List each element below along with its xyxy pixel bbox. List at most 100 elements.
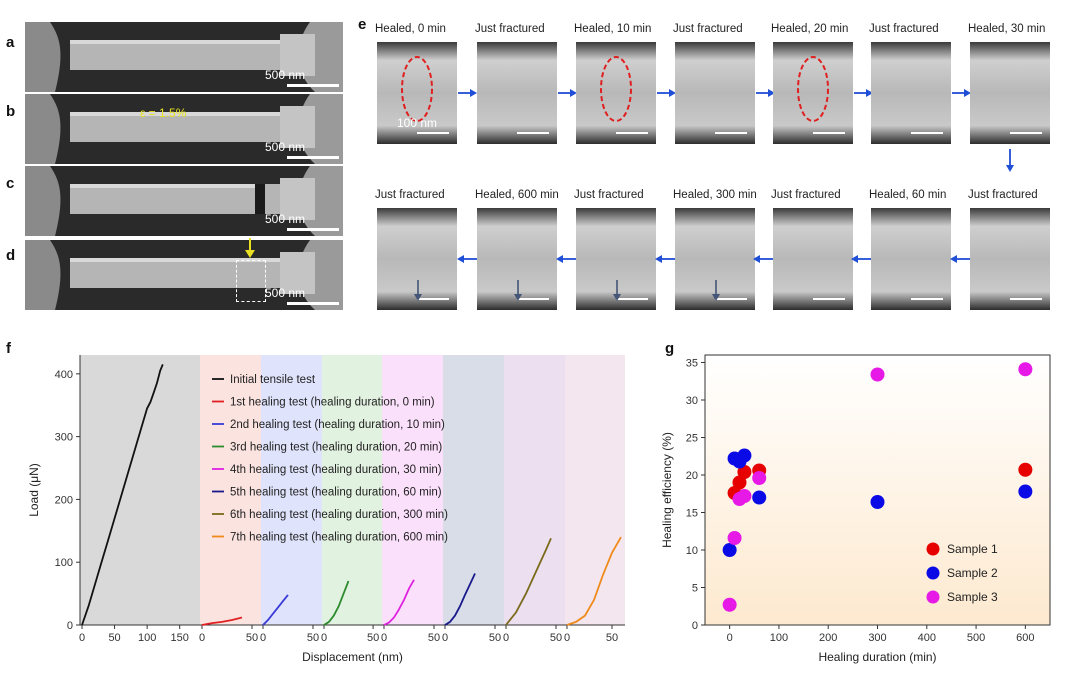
- arrow-right-icon: [458, 89, 477, 97]
- tile-scale-bar: [616, 132, 648, 134]
- legend-label: Sample 3: [947, 590, 998, 604]
- sem-tile: [377, 42, 457, 144]
- segment-background: [565, 355, 625, 625]
- fracture-gap: [255, 184, 265, 214]
- beam: [70, 112, 310, 142]
- panel-letter-g: g: [665, 340, 675, 357]
- sem-tile: [675, 208, 755, 310]
- pad: [280, 106, 315, 148]
- arrow-left-icon: [851, 255, 871, 263]
- panel-letter-c: c: [6, 175, 15, 192]
- x-tick-label: 0: [260, 632, 266, 644]
- series-line: [444, 573, 476, 626]
- y-tick-label: 400: [55, 369, 73, 381]
- tile-label: Just fractured: [375, 189, 445, 201]
- legend-label: Initial tensile test: [230, 374, 316, 386]
- data-point: [732, 475, 747, 490]
- legend-label: 7th healing test (healing duration, 600 …: [230, 532, 448, 544]
- head: [1006, 165, 1014, 172]
- series-line: [262, 594, 289, 626]
- tile-label: Just fractured: [869, 23, 939, 35]
- x-tick-label: 50: [367, 632, 379, 644]
- sem-drawing: [25, 22, 343, 92]
- data-point: [737, 448, 752, 463]
- tile-scale-bar: [715, 298, 747, 300]
- legend-label: 2nd healing test (healing duration, 10 m…: [230, 419, 445, 431]
- x-tick-label: 50: [428, 632, 440, 644]
- x-tick-label: 300: [868, 632, 886, 644]
- grip-left: [25, 240, 61, 310]
- tile-label: Just fractured: [673, 23, 743, 35]
- panel-letter-d: d: [6, 247, 16, 264]
- scale-label: 500 nm: [265, 212, 306, 226]
- tile-scale-bar: [911, 132, 943, 134]
- legend-label: 6th healing test (healing duration, 300 …: [230, 509, 448, 521]
- legend-marker: [926, 542, 940, 556]
- segment-background: [261, 355, 322, 625]
- sem-image-a: [25, 22, 343, 92]
- tile-scale-bar: [417, 132, 449, 134]
- sem-drawing: [25, 94, 343, 164]
- y-axis-label: Load (μN): [27, 463, 41, 517]
- data-point: [722, 543, 737, 557]
- y-tick-label: 25: [686, 433, 698, 445]
- legend-marker: [926, 590, 940, 604]
- crack-marker-arrow-icon: [514, 280, 522, 301]
- data-point: [1018, 462, 1033, 477]
- arrow-right-icon: [558, 89, 577, 97]
- arrow-right-icon: [854, 89, 873, 97]
- x-tick-label: 100: [770, 632, 788, 644]
- data-point: [870, 495, 885, 509]
- sem-tile: [675, 42, 755, 144]
- tile-scale-bar: [517, 132, 549, 134]
- arrow-left-icon: [457, 255, 477, 263]
- head: [414, 294, 422, 301]
- segment-background: [200, 355, 261, 625]
- y-tick-label: 35: [686, 358, 698, 370]
- head: [669, 89, 676, 97]
- data-point: [737, 465, 752, 479]
- tile-label: Healed, 0 min: [375, 23, 446, 35]
- pad: [280, 178, 315, 220]
- sem-image-b: [25, 94, 343, 164]
- beam-edge: [70, 40, 310, 44]
- tile-scale-bar: [911, 298, 943, 300]
- x-tick-label: 0: [321, 632, 327, 644]
- x-tick-label: 0: [564, 632, 570, 644]
- head: [964, 89, 971, 97]
- tile-scale-bar: [616, 298, 648, 300]
- region-box: [236, 260, 266, 302]
- arrow-left-icon: [950, 255, 970, 263]
- scale-bar: [287, 228, 339, 231]
- x-tick-label: 600: [1016, 632, 1034, 644]
- x-axis-label: Displacement (nm): [302, 650, 403, 664]
- tile-label: Healed, 60 min: [869, 189, 947, 201]
- pad: [280, 34, 315, 76]
- sem-tile: [576, 42, 656, 144]
- beam: [70, 258, 310, 288]
- head: [514, 294, 522, 301]
- tile-label: Just fractured: [574, 189, 644, 201]
- y-tick-label: 20: [686, 470, 698, 482]
- head: [556, 255, 563, 263]
- plot-area: [704, 354, 1051, 626]
- tile-scale-bar: [813, 132, 845, 134]
- head: [712, 294, 720, 301]
- crack-marker-arrow-icon: [414, 280, 422, 301]
- x-tick-label: 50: [246, 632, 258, 644]
- tile-label: Healed, 600 min: [475, 189, 559, 201]
- segment-background: [443, 355, 504, 625]
- scale-label: 500 nm: [265, 140, 306, 154]
- sem-tile: [477, 208, 557, 310]
- scale-label: 500 nm: [265, 68, 306, 82]
- data-point: [727, 531, 742, 545]
- x-tick-label: 200: [819, 632, 837, 644]
- x-tick-label: 50: [606, 632, 618, 644]
- arrow-left-icon: [753, 255, 773, 263]
- tile-label: Just fractured: [771, 189, 841, 201]
- sem-drawing: [25, 166, 343, 236]
- head: [457, 255, 464, 263]
- series-line: [323, 580, 350, 626]
- crack-marker-arrow-icon: [613, 280, 621, 301]
- e-scale-label: 100 nm: [397, 116, 438, 130]
